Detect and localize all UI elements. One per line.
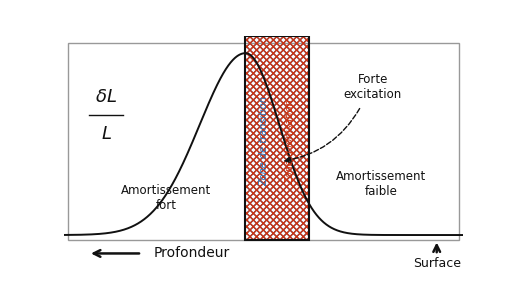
Text: $L$: $L$	[101, 124, 112, 143]
Bar	[246, 36, 309, 239]
Text: Surface: Surface	[413, 257, 461, 270]
Bar	[68, 43, 458, 239]
Text: $\delta L$: $\delta L$	[95, 88, 117, 106]
Text: Forte
excitation: Forte excitation	[344, 73, 402, 100]
Text: Amortissement
fort: Amortissement fort	[121, 184, 211, 212]
Bar	[246, 36, 309, 239]
Text: Profondeur: Profondeur	[154, 246, 230, 260]
Text: Zone de transition: Zone de transition	[260, 96, 270, 186]
Text: Amortissement
faible: Amortissement faible	[336, 170, 426, 198]
Bar	[246, 36, 309, 239]
Text: Zone d’ionisation: Zone d’ionisation	[285, 99, 295, 184]
Bar	[246, 36, 309, 239]
